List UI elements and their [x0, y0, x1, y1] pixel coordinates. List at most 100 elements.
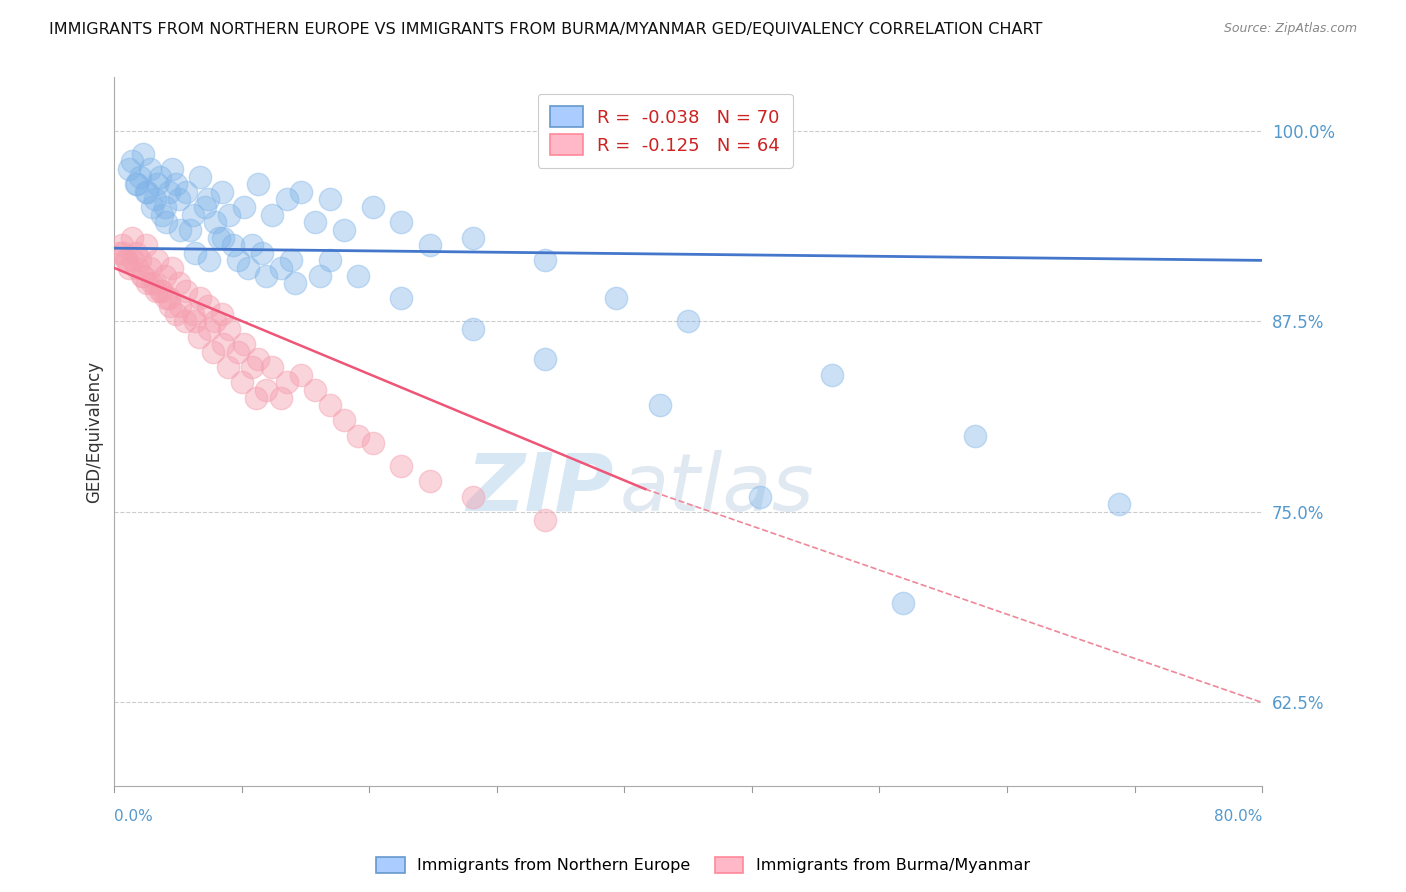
Point — [184, 314, 207, 328]
Point — [240, 238, 263, 252]
Point — [107, 245, 129, 260]
Point — [318, 193, 340, 207]
Point — [270, 391, 292, 405]
Legend: R =  -0.038   N = 70, R =  -0.125   N = 64: R = -0.038 N = 70, R = -0.125 N = 64 — [537, 94, 793, 168]
Point — [347, 268, 370, 283]
Point — [284, 277, 307, 291]
Point — [197, 299, 219, 313]
Point — [167, 277, 190, 291]
Point — [169, 223, 191, 237]
Point — [155, 292, 177, 306]
Point — [190, 169, 212, 184]
Point — [121, 154, 143, 169]
Point — [245, 391, 267, 405]
Point — [333, 223, 356, 237]
Point — [533, 253, 555, 268]
Text: 80.0%: 80.0% — [1213, 809, 1263, 824]
Point — [232, 337, 254, 351]
Point — [153, 200, 176, 214]
Point — [129, 169, 152, 184]
Point — [198, 253, 221, 268]
Point — [308, 268, 330, 283]
Text: ZIP: ZIP — [467, 450, 613, 527]
Point — [118, 161, 141, 176]
Point — [217, 360, 239, 375]
Point — [240, 360, 263, 375]
Point — [135, 185, 157, 199]
Point — [188, 329, 211, 343]
Point — [157, 185, 180, 199]
Point — [165, 307, 187, 321]
Point — [122, 253, 145, 268]
Point — [153, 268, 176, 283]
Point — [125, 177, 148, 191]
Point — [181, 208, 204, 222]
Point — [136, 185, 159, 199]
Point — [347, 428, 370, 442]
Point — [361, 436, 384, 450]
Point — [419, 238, 441, 252]
Point — [304, 215, 326, 229]
Point — [141, 277, 163, 291]
Point — [132, 268, 155, 283]
Point — [160, 260, 183, 275]
Point — [198, 322, 221, 336]
Point — [121, 230, 143, 244]
Point — [143, 277, 166, 291]
Point — [290, 368, 312, 382]
Point — [160, 161, 183, 176]
Point — [461, 490, 484, 504]
Point — [389, 215, 412, 229]
Point — [139, 260, 162, 275]
Point — [419, 475, 441, 489]
Point — [174, 284, 197, 298]
Point — [280, 253, 302, 268]
Point — [389, 292, 412, 306]
Point — [290, 185, 312, 199]
Point — [893, 596, 915, 610]
Point — [169, 299, 191, 313]
Point — [167, 193, 190, 207]
Legend: Immigrants from Northern Europe, Immigrants from Burma/Myanmar: Immigrants from Northern Europe, Immigra… — [370, 850, 1036, 880]
Point — [117, 253, 139, 268]
Point — [246, 352, 269, 367]
Point — [110, 238, 132, 252]
Point — [262, 360, 284, 375]
Point — [149, 169, 172, 184]
Point — [155, 215, 177, 229]
Point — [132, 146, 155, 161]
Point — [181, 307, 204, 321]
Point — [159, 299, 181, 313]
Point — [129, 253, 152, 268]
Point — [131, 268, 153, 283]
Point — [333, 413, 356, 427]
Point — [276, 376, 298, 390]
Point — [605, 292, 627, 306]
Point — [676, 314, 699, 328]
Point — [533, 352, 555, 367]
Point — [318, 253, 340, 268]
Point — [226, 253, 249, 268]
Point — [231, 376, 253, 390]
Point — [211, 185, 233, 199]
Point — [226, 344, 249, 359]
Point — [318, 398, 340, 412]
Point — [149, 284, 172, 298]
Point — [111, 245, 134, 260]
Point — [211, 307, 233, 321]
Text: atlas: atlas — [620, 450, 814, 527]
Point — [222, 238, 245, 252]
Point — [212, 230, 235, 244]
Point — [648, 398, 671, 412]
Point — [204, 314, 226, 328]
Text: Source: ZipAtlas.com: Source: ZipAtlas.com — [1223, 22, 1357, 36]
Point — [146, 177, 169, 191]
Point — [1108, 497, 1130, 511]
Point — [127, 177, 149, 191]
Y-axis label: GED/Equivalency: GED/Equivalency — [86, 361, 103, 503]
Point — [150, 208, 173, 222]
Point — [533, 512, 555, 526]
Point — [184, 245, 207, 260]
Point — [218, 208, 240, 222]
Point — [118, 260, 141, 275]
